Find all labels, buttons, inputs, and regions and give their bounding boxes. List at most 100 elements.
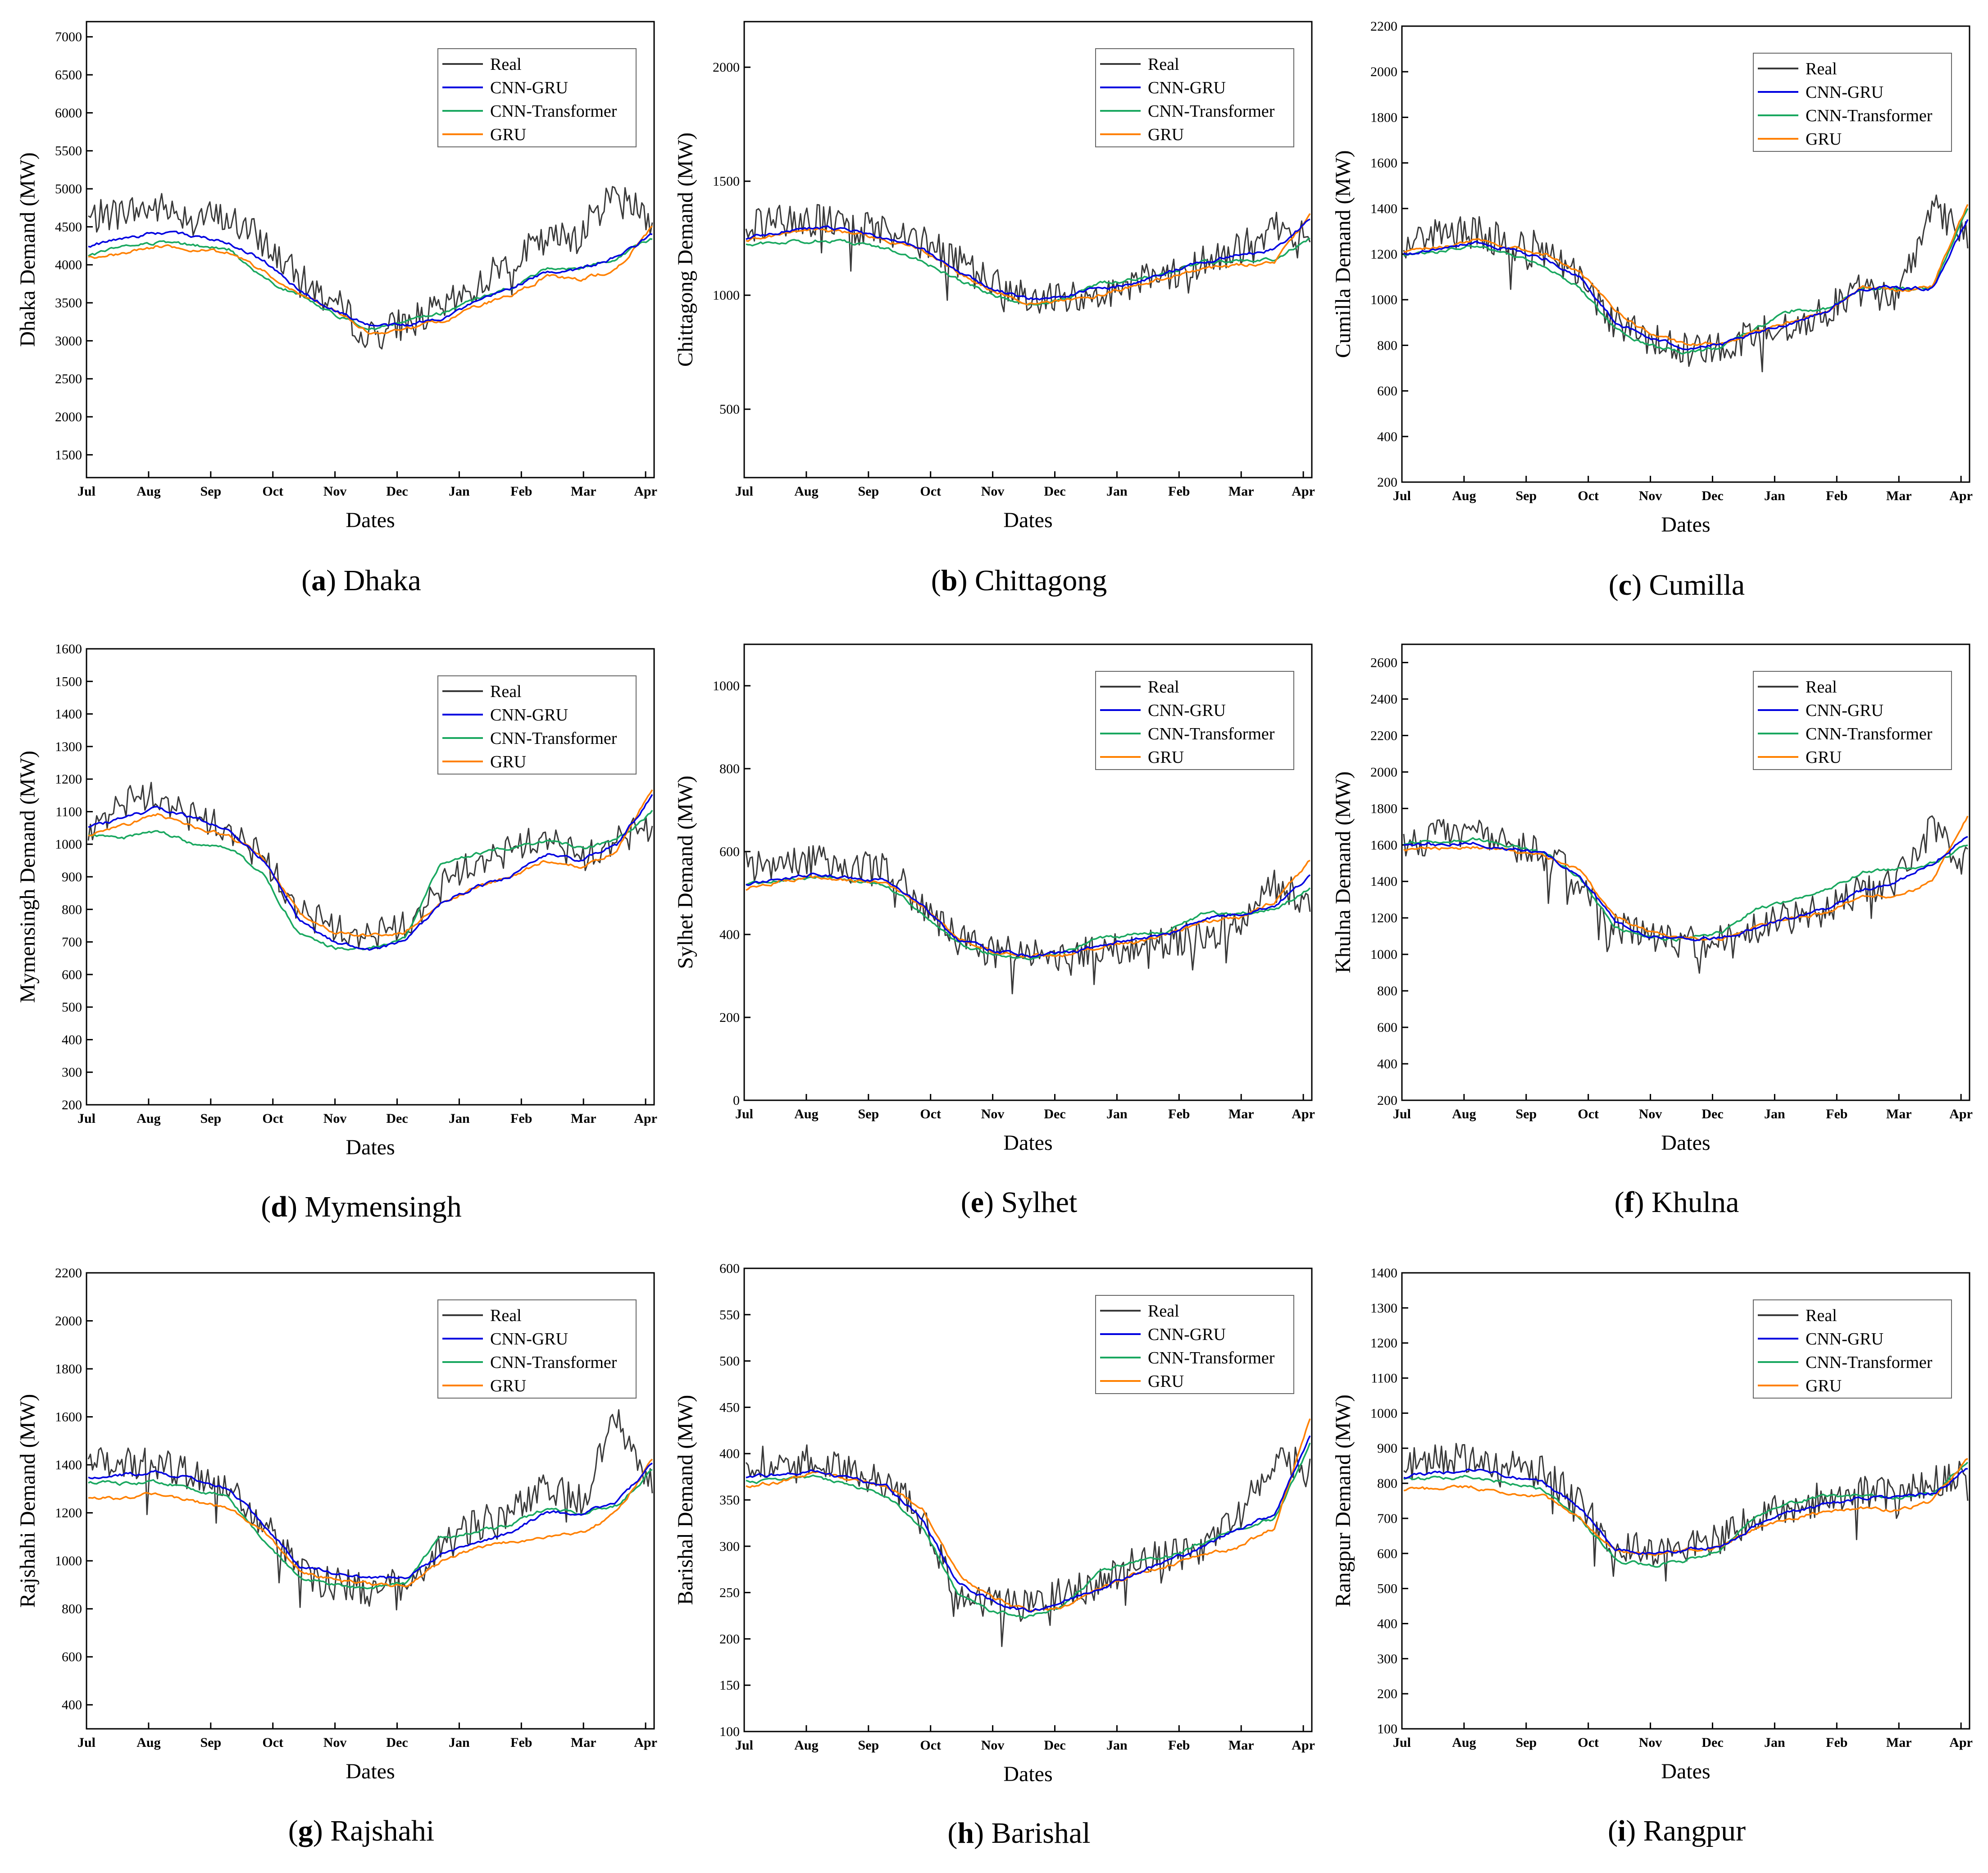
y-axis-title: Khulna Demand (MW) bbox=[1331, 771, 1355, 973]
x-tick-label: Aug bbox=[1452, 1735, 1476, 1750]
x-tick-label: Apr bbox=[634, 1111, 657, 1126]
y-tick-label: 600 bbox=[1377, 1020, 1397, 1035]
y-tick-label: 1400 bbox=[55, 1458, 82, 1472]
x-tick-label: Mar bbox=[1228, 484, 1254, 499]
y-tick-label: 1000 bbox=[1370, 947, 1397, 962]
x-tick-label: Aug bbox=[136, 1111, 160, 1126]
caption-name: Chittagong bbox=[975, 564, 1107, 597]
series-line-cnn-gru bbox=[88, 230, 653, 327]
subfigure-caption: (a) Dhaka bbox=[301, 564, 421, 597]
y-tick-label: 3000 bbox=[55, 333, 82, 348]
legend-label: Real bbox=[1806, 678, 1837, 697]
y-tick-label: 5500 bbox=[55, 144, 82, 159]
subfigure-caption: (d) Mymensingh bbox=[261, 1190, 462, 1223]
subfigure-caption: (i) Rangpur bbox=[1608, 1814, 1746, 1847]
y-tick-label: 2000 bbox=[1370, 765, 1397, 779]
legend-label: GRU bbox=[1148, 748, 1184, 767]
x-tick-label: Mar bbox=[1886, 1735, 1912, 1750]
y-tick-label: 1000 bbox=[1370, 292, 1397, 307]
legend-label: Real bbox=[490, 1306, 522, 1325]
x-tick-label: Sep bbox=[200, 1735, 221, 1750]
series-lines bbox=[1403, 194, 1969, 373]
y-tick-label: 2400 bbox=[1370, 692, 1397, 706]
series-line-cnn-gru bbox=[746, 872, 1311, 958]
y-tick-label: 900 bbox=[1377, 1441, 1397, 1456]
series-line-gru bbox=[88, 789, 653, 937]
y-tick-label: 400 bbox=[719, 1446, 740, 1461]
legend-label: Real bbox=[1148, 55, 1179, 74]
caption-letter: a bbox=[311, 564, 326, 597]
legend-label: Real bbox=[1806, 59, 1837, 78]
y-tick-label: 1600 bbox=[1370, 156, 1397, 171]
series-line-cnn-gru bbox=[88, 1463, 653, 1580]
caption-name: Rajshahi bbox=[330, 1814, 434, 1847]
series-line-cnn-gru bbox=[1403, 836, 1968, 942]
plot-frame bbox=[743, 643, 1313, 1101]
chart-a: 1500 2000 2500 3000 3500 4000 4500 5000 5500 6000… bbox=[16, 21, 657, 597]
series-lines bbox=[745, 204, 1311, 314]
y-tick-label: 400 bbox=[719, 927, 740, 942]
x-tick-label: Nov bbox=[323, 1735, 347, 1750]
x-tick-label: Sep bbox=[200, 1111, 221, 1126]
x-tick-label: Jan bbox=[449, 1111, 470, 1126]
series-line-cnn-gru bbox=[1403, 219, 1969, 351]
y-tick-label: 1400 bbox=[1370, 201, 1397, 216]
x-tick-label: Dec bbox=[1701, 1735, 1723, 1750]
x-tick-label: Oct bbox=[1578, 488, 1599, 503]
caption-letter: i bbox=[1618, 1814, 1626, 1847]
plot-frame bbox=[1401, 643, 1970, 1101]
legend: Real CNN-GRU CNN-Transformer GRU bbox=[1095, 671, 1294, 770]
legend-box bbox=[1095, 1295, 1294, 1394]
y-tick-label: 200 bbox=[1377, 1093, 1397, 1108]
x-tick-label: Sep bbox=[858, 1738, 879, 1753]
y-tick-label: 450 bbox=[719, 1400, 740, 1415]
x-axis-title: Dates bbox=[1661, 1759, 1710, 1783]
x-tick-label: Nov bbox=[981, 1738, 1005, 1753]
plot-frame bbox=[743, 21, 1313, 479]
x-tick-label: Jul bbox=[735, 1107, 753, 1121]
y-tick-label: 2500 bbox=[55, 372, 82, 387]
x-tick-label: Jul bbox=[77, 1735, 96, 1750]
series-line-real bbox=[745, 1444, 1311, 1647]
x-tick-label: Jan bbox=[1106, 1738, 1128, 1753]
caption-name: Barishal bbox=[992, 1817, 1091, 1850]
y-tick-label: 1400 bbox=[1370, 1266, 1397, 1281]
x-axis-title: Dates bbox=[1003, 508, 1052, 532]
y-tick-label: 3500 bbox=[55, 296, 82, 310]
series-line-gru bbox=[88, 225, 653, 335]
x-tick-label: Aug bbox=[136, 1735, 160, 1750]
x-tick-label: Jul bbox=[77, 1111, 96, 1126]
series-line-real bbox=[88, 186, 653, 350]
x-tick-label: Mar bbox=[571, 484, 596, 499]
x-tick-label: Dec bbox=[386, 1111, 408, 1126]
y-tick-label: 0 bbox=[733, 1093, 740, 1108]
legend-label: Real bbox=[490, 55, 522, 74]
x-tick-label: Aug bbox=[1452, 1107, 1476, 1121]
y-tick-label: 100 bbox=[1377, 1722, 1397, 1736]
y-tick-label: 1000 bbox=[713, 288, 740, 303]
y-tick-label: 1800 bbox=[55, 1362, 82, 1376]
x-tick-label: Feb bbox=[1826, 1107, 1847, 1121]
legend-box bbox=[437, 48, 637, 147]
caption-name: Khulna bbox=[1651, 1186, 1739, 1219]
y-tick-label: 1400 bbox=[55, 707, 82, 722]
series-line-real bbox=[1403, 194, 1969, 373]
y-tick-label: 800 bbox=[719, 761, 740, 776]
y-tick-label: 4500 bbox=[55, 219, 82, 234]
y-axis-title: Barishal Demand (MW) bbox=[673, 1395, 697, 1605]
caption-name: Mymensingh bbox=[305, 1190, 461, 1223]
x-tick-label: Sep bbox=[1515, 1107, 1537, 1121]
x-tick-label: Apr bbox=[634, 484, 657, 499]
x-tick-label: Mar bbox=[1886, 1107, 1912, 1121]
y-tick-label: 1400 bbox=[1370, 874, 1397, 889]
y-tick-label: 2000 bbox=[55, 410, 82, 424]
series-line-gru bbox=[1403, 816, 1969, 941]
y-tick-label: 2000 bbox=[713, 60, 740, 75]
y-tick-label: 1200 bbox=[1370, 1336, 1397, 1351]
x-tick-label: Feb bbox=[1168, 1107, 1190, 1121]
chart-e: 0 200 400 600 800 1000 Jul Aug Sep Oct Nov Dec Jan Fe… bbox=[673, 643, 1315, 1219]
y-tick-label: 200 bbox=[62, 1098, 82, 1112]
x-axis-title: Dates bbox=[1661, 513, 1710, 537]
x-tick-label: Oct bbox=[920, 484, 941, 499]
